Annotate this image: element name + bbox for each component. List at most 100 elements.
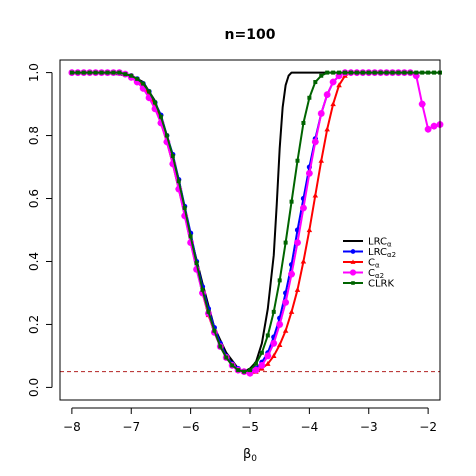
data-point	[414, 70, 419, 75]
y-tick-label: 0.2	[27, 315, 41, 334]
data-point	[248, 368, 252, 373]
data-point	[271, 309, 276, 314]
data-point	[319, 73, 324, 78]
data-point	[317, 110, 325, 117]
data-point	[218, 344, 223, 349]
data-point	[105, 70, 110, 75]
data-point	[153, 100, 157, 105]
data-point	[158, 114, 163, 119]
data-point	[93, 70, 98, 75]
series-layer	[68, 69, 444, 377]
data-point	[396, 70, 401, 75]
legend-label: LRCα2	[368, 247, 396, 259]
series-line-clrk	[71, 71, 440, 373]
data-point	[289, 199, 294, 204]
data-point	[424, 125, 432, 133]
data-point	[187, 239, 195, 246]
y-tick-label: 0.6	[27, 189, 41, 208]
data-point	[378, 70, 383, 75]
data-point	[129, 73, 134, 78]
data-point	[264, 352, 272, 360]
data-point	[99, 70, 104, 75]
data-point	[75, 70, 80, 75]
data-point	[133, 78, 141, 86]
data-point	[236, 368, 241, 373]
data-point	[348, 70, 353, 75]
data-point	[426, 70, 431, 75]
data-point	[252, 366, 260, 374]
legend-label: Cα2	[368, 268, 384, 280]
data-point	[307, 95, 312, 100]
data-point	[420, 70, 425, 75]
legend-marker	[350, 259, 356, 264]
legend-marker	[351, 281, 355, 285]
legend-item-lrc: LRCα	[343, 237, 392, 249]
x-tick-label: −2	[419, 420, 437, 434]
data-point	[283, 240, 288, 245]
x-tick-label: −5	[241, 420, 259, 434]
data-point	[323, 91, 331, 99]
data-point	[157, 119, 165, 127]
data-point	[135, 76, 140, 81]
data-point	[282, 327, 289, 333]
data-point	[318, 157, 325, 163]
data-point	[169, 160, 177, 168]
data-point	[170, 154, 175, 159]
data-point	[276, 342, 283, 347]
data-point	[390, 70, 395, 75]
data-point	[200, 287, 205, 292]
data-point	[343, 70, 347, 75]
data-point	[164, 133, 169, 138]
data-point	[360, 70, 365, 75]
data-point	[194, 261, 199, 266]
data-point	[430, 122, 438, 130]
data-point	[325, 70, 330, 75]
legend-item-lrc2: LRCα2	[343, 247, 396, 259]
data-point	[300, 258, 307, 264]
series-line-lrc	[71, 71, 440, 373]
data-point	[151, 105, 159, 113]
data-point	[311, 138, 319, 146]
x-tick-label: −3	[360, 420, 378, 434]
legend-label: Cα	[368, 258, 380, 270]
x-tick-label: −4	[301, 420, 319, 434]
data-point	[294, 287, 301, 292]
y-tick-label: 0.0	[27, 378, 41, 397]
data-point	[335, 72, 343, 80]
data-point	[372, 70, 377, 75]
data-point	[181, 212, 189, 220]
x-tick-label: −7	[122, 420, 140, 434]
legend-item-c: Cα	[343, 258, 380, 270]
data-point	[163, 138, 171, 146]
data-point	[294, 239, 301, 246]
x-tick-label: −6	[182, 420, 200, 434]
data-point	[87, 70, 92, 75]
data-point	[354, 70, 359, 75]
data-point	[176, 179, 181, 184]
data-point	[182, 205, 187, 210]
data-point	[276, 321, 284, 328]
x-tick-label: −8	[63, 420, 81, 434]
data-point	[295, 158, 300, 163]
data-point	[145, 94, 153, 102]
data-point	[366, 70, 371, 75]
data-point	[432, 70, 437, 75]
data-point	[329, 78, 337, 86]
data-point	[265, 333, 270, 338]
data-point	[312, 192, 319, 198]
data-point	[270, 353, 277, 358]
data-point	[282, 299, 290, 306]
data-point	[175, 185, 183, 193]
data-point	[81, 70, 86, 75]
data-point	[242, 369, 247, 374]
data-point	[384, 70, 389, 75]
series-lrc2	[69, 69, 372, 375]
legend-marker	[350, 249, 356, 254]
data-point	[188, 234, 193, 239]
data-point	[277, 278, 282, 283]
data-point	[402, 70, 407, 75]
series-clrk	[69, 70, 442, 374]
series-c2	[68, 69, 444, 377]
data-point	[224, 355, 229, 360]
